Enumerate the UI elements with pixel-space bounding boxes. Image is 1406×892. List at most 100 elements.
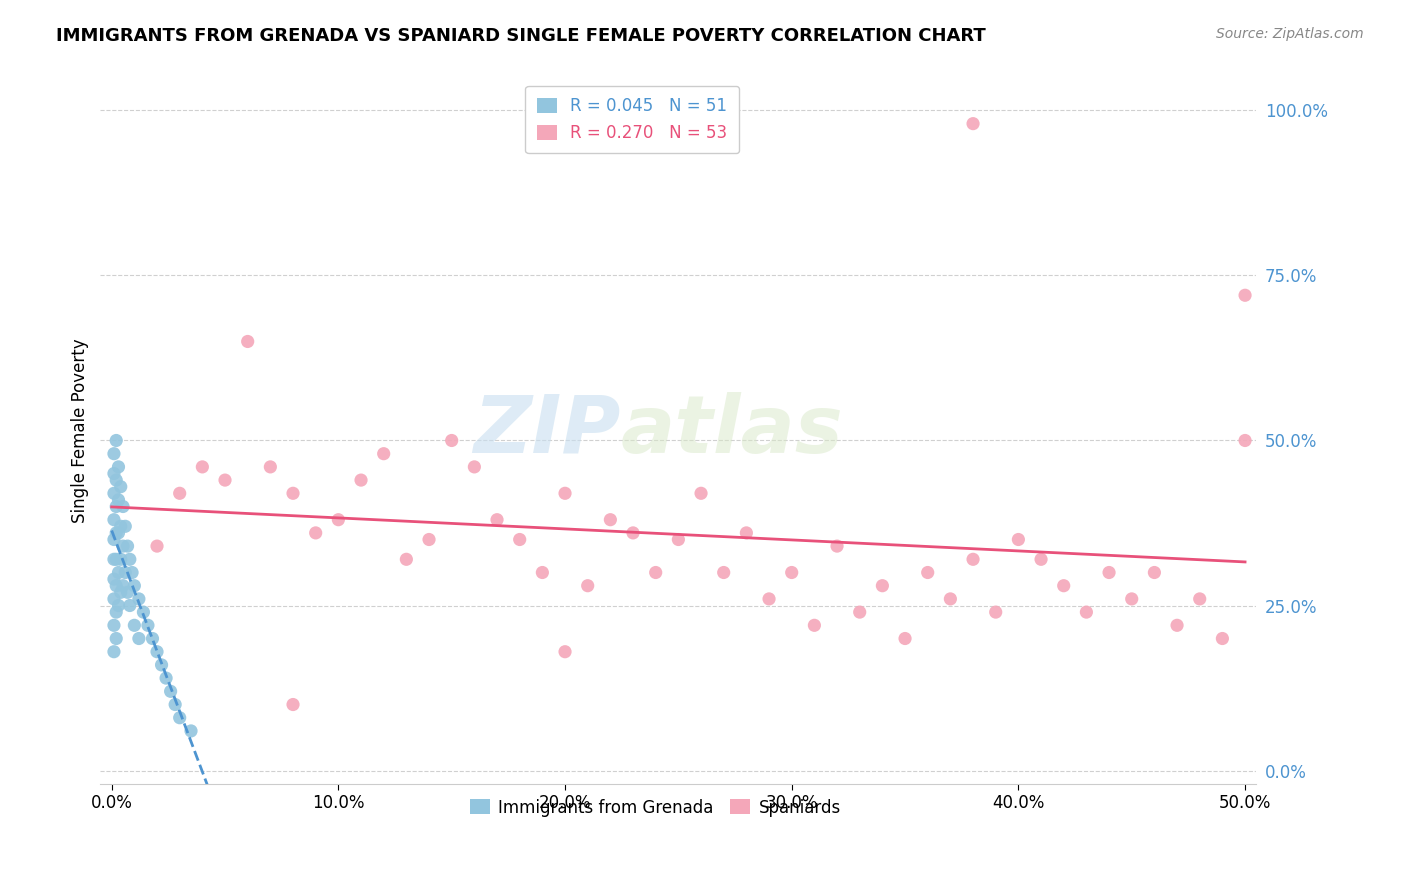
Point [1143,566,1166,580]
Point [169,486,191,500]
Point [758,591,780,606]
Point [107,459,129,474]
Point [713,566,735,580]
Point [1121,591,1143,606]
Y-axis label: Single Female Poverty: Single Female Poverty [72,338,89,523]
Point [1166,618,1188,632]
Point [110,480,132,494]
Point [105,500,128,514]
Point [872,579,894,593]
Point [105,434,128,448]
Point [107,492,129,507]
Point [281,698,304,712]
Point [1029,552,1052,566]
Point [666,533,689,547]
Point [962,117,984,131]
Point [105,473,128,487]
Point [105,552,128,566]
Point [554,486,576,500]
Point [103,572,125,586]
Point [105,579,128,593]
Point [103,645,125,659]
Point [110,519,132,533]
Point [328,513,350,527]
Point [146,539,169,553]
Point [962,552,984,566]
Point [105,632,128,646]
Point [121,566,143,580]
Point [259,459,281,474]
Point [165,698,187,712]
Text: ZIP: ZIP [474,392,620,469]
Point [621,525,644,540]
Point [735,525,758,540]
Point [939,591,962,606]
Text: IMMIGRANTS FROM GRENADA VS SPANIARD SINGLE FEMALE POVERTY CORRELATION CHART: IMMIGRANTS FROM GRENADA VS SPANIARD SING… [56,27,986,45]
Point [486,513,509,527]
Point [111,539,134,553]
Point [103,467,125,481]
Point [373,447,395,461]
Point [118,599,141,613]
Point [107,525,129,540]
Point [107,599,129,613]
Point [350,473,373,487]
Legend: Immigrants from Grenada, Spaniards: Immigrants from Grenada, Spaniards [461,790,849,825]
Point [463,459,485,474]
Point [103,533,125,547]
Point [1098,566,1121,580]
Point [155,671,177,685]
Point [132,605,155,619]
Point [107,566,129,580]
Point [169,711,191,725]
Point [117,585,139,599]
Point [103,618,125,632]
Point [191,459,214,474]
Point [1211,632,1233,646]
Point [531,566,554,580]
Point [1076,605,1098,619]
Point [214,473,236,487]
Point [103,486,125,500]
Point [1234,434,1257,448]
Point [984,605,1007,619]
Point [554,645,576,659]
Point [103,552,125,566]
Point [395,552,418,566]
Point [780,566,803,580]
Point [848,605,870,619]
Point [117,539,139,553]
Point [1234,288,1257,302]
Point [418,533,440,547]
Point [128,591,150,606]
Point [124,579,146,593]
Point [114,566,136,580]
Point [103,513,125,527]
Point [917,566,939,580]
Point [110,585,132,599]
Point [576,579,599,593]
Point [825,539,848,553]
Point [305,525,328,540]
Point [599,513,621,527]
Point [1053,579,1076,593]
Text: atlas: atlas [620,392,844,469]
Point [281,486,304,500]
Point [114,519,136,533]
Text: Source: ZipAtlas.com: Source: ZipAtlas.com [1216,27,1364,41]
Point [136,618,159,632]
Point [128,632,150,646]
Point [103,447,125,461]
Point [1007,533,1029,547]
Point [118,552,141,566]
Point [105,605,128,619]
Point [141,632,163,646]
Point [894,632,917,646]
Point [105,525,128,540]
Point [110,552,132,566]
Point [690,486,713,500]
Point [124,618,146,632]
Point [509,533,531,547]
Point [644,566,666,580]
Point [150,657,173,672]
